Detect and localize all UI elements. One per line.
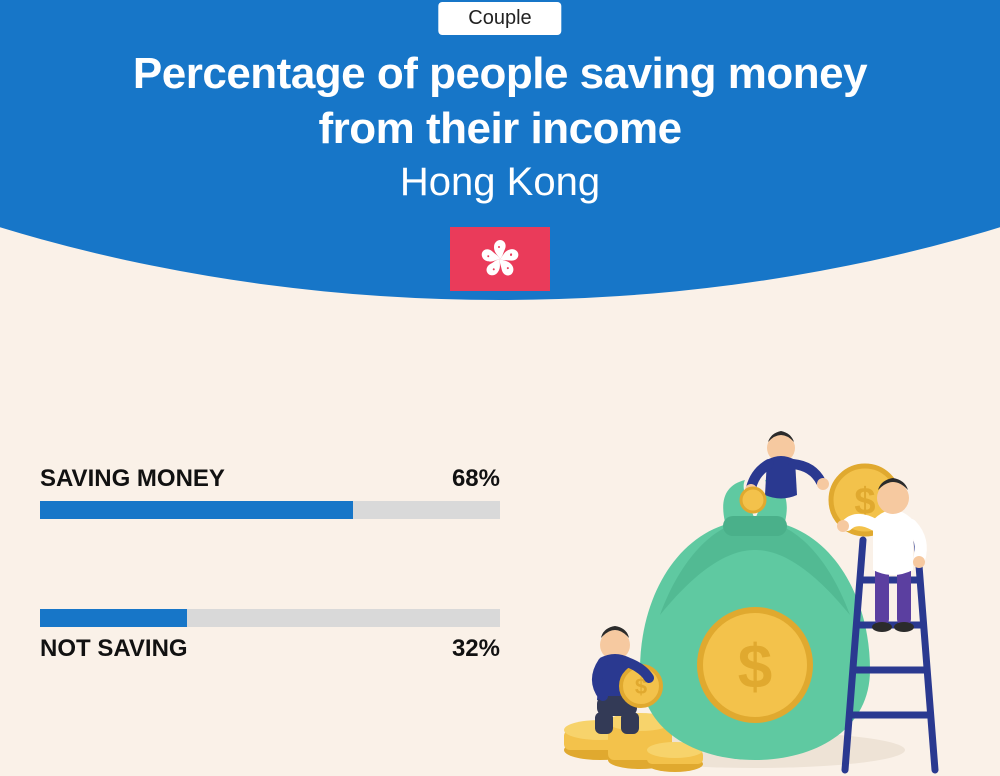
bar-track [40,501,500,519]
category-badge: Couple [438,2,561,35]
hero-text: Percentage of people saving money from t… [0,46,1000,205]
page-title: Percentage of people saving money from t… [0,46,1000,156]
title-line-2: from their income [318,104,681,153]
bar-value: 32% [452,635,500,663]
bar-label: NOT SAVING [40,635,188,663]
bauhinia-icon [479,238,521,280]
bar-not-saving: NOT SAVING 32% [40,609,500,663]
bar-value: 68% [452,465,500,493]
savings-illustration: $ $ $ [545,430,975,776]
bar-fill [40,609,187,627]
bar-track [40,609,500,627]
badge-label: Couple [468,7,531,29]
bar-label-row: SAVING MONEY 68% [40,465,500,493]
bar-fill [40,501,353,519]
title-line-1: Percentage of people saving money [133,49,867,98]
page-subtitle: Hong Kong [0,160,1000,205]
money-bag-icon: $ [640,480,870,760]
savings-bars: SAVING MONEY 68% NOT SAVING 32% [40,465,500,663]
hong-kong-flag [450,227,550,291]
bar-saving-money: SAVING MONEY 68% [40,465,500,519]
bar-label: SAVING MONEY [40,465,225,493]
bar-label-row: NOT SAVING 32% [40,635,500,663]
svg-text:$: $ [738,633,772,702]
